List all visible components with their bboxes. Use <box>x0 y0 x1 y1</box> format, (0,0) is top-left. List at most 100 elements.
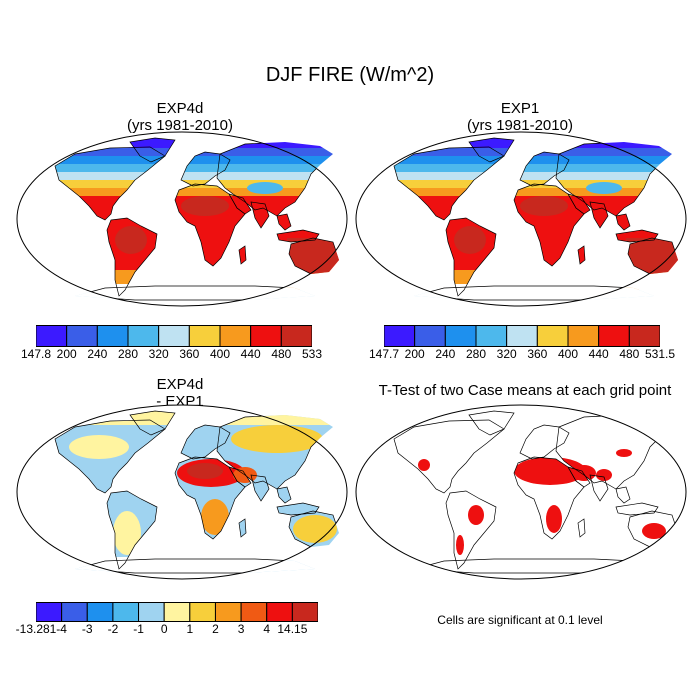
map-exp4d-coast-seasia <box>276 213 292 231</box>
map-ttest-coast-arabia <box>567 466 591 488</box>
map-exp1-band-subtropic <box>394 188 678 196</box>
map-exp1-coast-africa <box>513 183 585 267</box>
map-exp4d <box>16 131 348 307</box>
map-difference-diff-australia-yellow <box>293 515 337 543</box>
map-exp1-himalaya-cool <box>586 182 622 194</box>
map-exp1-band-boreal <box>394 156 678 164</box>
panel-2-title-line1: EXP1 <box>500 100 540 117</box>
panel-1-title: EXP4d (yrs 1981-2010) <box>60 100 300 134</box>
colorbar-exp1-swatch <box>567 325 600 347</box>
map-exp4d-band-cool-temperate <box>55 164 339 172</box>
colorbar-exp4d-tick-label: 360 <box>179 347 200 361</box>
colorbar-exp1-tick-label: 360 <box>527 347 548 361</box>
map-ttest-sig-sa-south <box>456 535 464 555</box>
map-difference-coast-africa <box>174 456 246 540</box>
colorbar-difference-tick-label: 3 <box>237 622 245 636</box>
colorbar-difference-swatch <box>163 602 191 622</box>
map-exp4d-sahara-hot <box>181 196 229 216</box>
colorbar-exp4d-tick-label: 400 <box>209 347 231 361</box>
map-exp4d-coast-madagascar <box>238 245 247 265</box>
colorbar-exp4d-tick-label: 240 <box>87 347 108 361</box>
colorbar-exp1-swatch <box>475 325 508 347</box>
map-ttest-coast-africa <box>513 456 585 540</box>
map-difference-diff-asia-yellow <box>231 425 323 453</box>
colorbar-exp4d-swatch <box>36 325 68 347</box>
map-ttest-sig-arabia <box>572 465 596 481</box>
map-difference-diff-sahara-core <box>187 463 223 479</box>
map-difference-coast-antarctica <box>74 558 316 574</box>
colorbar-difference-tick-label: -4 <box>56 622 67 636</box>
panel-2-title-line2: (yrs 1981-2010) <box>467 117 573 134</box>
panel-1-title-line2: (yrs 1981-2010) <box>127 117 233 134</box>
colorbar-exp1-swatch <box>628 325 660 347</box>
colorbar-difference-tick-label: 4 <box>263 622 271 636</box>
colorbar-difference-tick-label: 1 <box>186 622 194 636</box>
map-exp1-amazon-hot <box>454 226 486 254</box>
map-exp4d-coast-arabia <box>228 193 252 215</box>
map-ttest-sig-africa-south <box>546 505 562 533</box>
colorbar-exp4d-labels: 147.8 200 240 280 320 360 400 440 480 533 <box>21 347 322 363</box>
colorbar-exp4d-swatch <box>96 325 129 347</box>
colorbar-exp4d-tick-label: 480 <box>271 347 292 361</box>
map-exp1-coastlines <box>393 137 679 301</box>
colorbar-exp4d-swatch <box>66 325 98 347</box>
map-difference-coast-northAmerica <box>54 419 166 494</box>
colorbar-exp4d-tick-label: 440 <box>240 347 261 361</box>
map-exp4d-himalaya-cool <box>247 182 283 194</box>
colorbar-exp1-swatch <box>384 325 416 347</box>
map-exp1-coast-seasia <box>615 213 631 231</box>
colorbar-difference-tick-label: 14.15 <box>277 622 308 636</box>
colorbar-exp1-tick-label: 280 <box>465 347 487 361</box>
map-exp1-frame <box>355 131 687 307</box>
colorbar-exp1-labels: 147.7 200 240 280 320 360 400 440 480 531.5 <box>369 347 675 363</box>
colorbar-difference-labels: -13.281 -4 -3 -2 -1 0 1 2 3 4 14.15 <box>16 622 318 638</box>
colorbar-difference-swatch <box>61 602 88 622</box>
colorbar-exp4d-tick-label: 320 <box>148 347 169 361</box>
colorbar-exp1-tick-label: 147.7 <box>368 347 400 361</box>
colorbar-exp1-swatch <box>414 325 446 347</box>
map-exp1-coast-antarctica <box>413 285 655 301</box>
map-exp4d-band-subtropic <box>55 188 339 196</box>
map-exp4d-coast-india <box>250 201 270 229</box>
map-difference-coast-india <box>250 474 270 502</box>
colorbar-exp4d-tick-label: 280 <box>117 347 139 361</box>
colorbar-exp4d-tick-label: 533 <box>301 347 323 361</box>
colorbar-exp4d <box>36 325 312 347</box>
colorbar-difference-swatch <box>112 602 140 622</box>
colorbar-exp4d-swatch <box>188 325 221 347</box>
map-ttest-sig-asia-east <box>616 449 632 457</box>
colorbar-difference-swatch <box>266 602 293 622</box>
colorbar-difference-tick-label: -1 <box>133 622 144 636</box>
colorbar-difference-tick-label: 0 <box>160 622 168 636</box>
panel-1-title-line1: EXP4d <box>156 100 204 117</box>
map-exp4d-coastlines <box>54 137 340 301</box>
map-exp1-coast-greenland <box>468 137 515 163</box>
map-difference-diff-sa-yellow <box>113 511 141 555</box>
map-difference-diff-na-yellow <box>69 435 129 459</box>
colorbar-difference-swatch <box>86 602 114 622</box>
map-exp4d-coast-antarctica <box>74 285 316 301</box>
map-ttest-coast-indonesia <box>615 502 659 516</box>
map-exp4d-frame <box>16 131 348 307</box>
colorbar-exp1-tick-label: 320 <box>496 347 517 361</box>
colorbar-exp1-tick-label: 440 <box>588 347 609 361</box>
colorbar-exp1-swatch <box>598 325 630 347</box>
map-exp1-band-temperate <box>394 172 678 180</box>
map-exp1-coast-india <box>589 201 609 229</box>
colorbar-exp1-tick-label: 480 <box>619 347 640 361</box>
map-exp4d-band-temperate <box>55 172 339 180</box>
colorbar-exp1 <box>384 325 660 347</box>
map-difference-coast-greenland <box>129 410 176 436</box>
colorbar-exp1-tick-label: 240 <box>435 347 456 361</box>
map-exp1-coast-indonesia <box>615 229 659 243</box>
colorbar-difference-tick-label: -3 <box>81 622 93 636</box>
map-difference-coast-arabia <box>228 466 252 488</box>
map-exp1 <box>355 131 687 307</box>
colorbar-difference-swatch <box>138 602 165 622</box>
panel-2-title: EXP1 (yrs 1981-2010) <box>400 100 640 134</box>
significance-note: Cells are significant at 0.1 level <box>437 613 603 627</box>
map-ttest-coast-southAmerica <box>445 490 497 570</box>
map-ttest-sig-na-west <box>418 459 430 471</box>
map-difference-coast-seasia <box>276 486 292 504</box>
colorbar-exp1-tick-label: 200 <box>404 347 425 361</box>
